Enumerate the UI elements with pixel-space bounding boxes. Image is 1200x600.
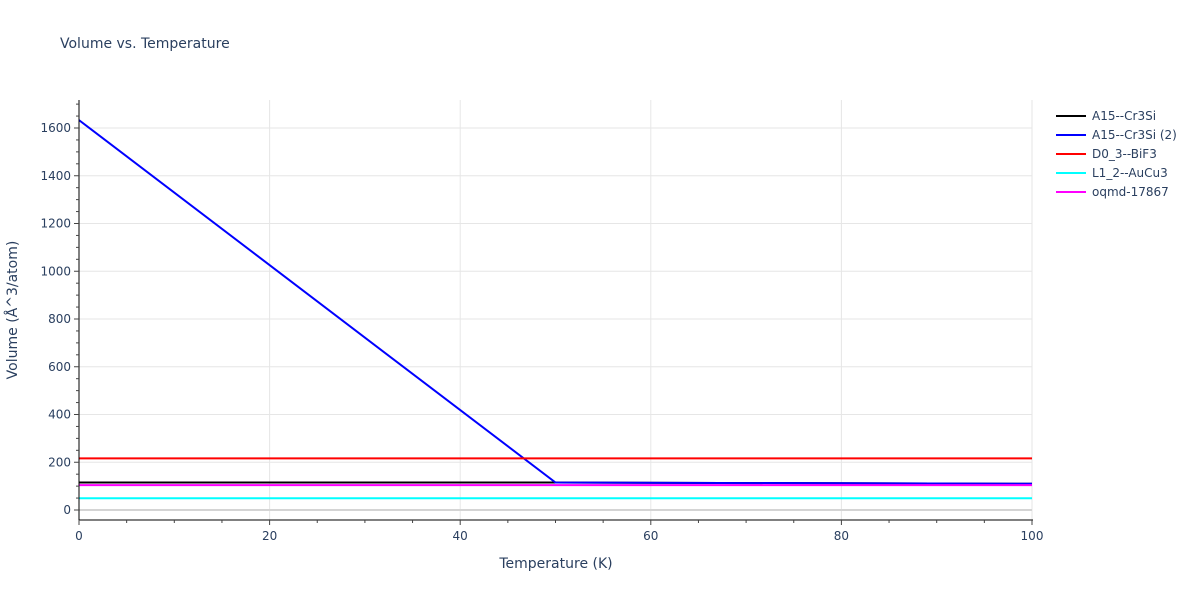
legend-label: D0_3--BiF3 — [1092, 146, 1157, 161]
x-tick-label: 100 — [1021, 529, 1044, 543]
legend-swatch-icon — [1056, 190, 1086, 193]
x-tick-label: 0 — [75, 529, 83, 543]
y-axis-title: Volume (Å^3/atom) — [4, 241, 21, 380]
x-tick-label: 60 — [643, 529, 658, 543]
y-tick-label: 200 — [48, 455, 71, 469]
legend-swatch-icon — [1056, 171, 1086, 174]
y-tick-label: 600 — [48, 360, 71, 374]
y-tick-label: 1000 — [40, 264, 71, 278]
legend-label: A15--Cr3Si — [1092, 108, 1157, 123]
x-axis-title: Temperature (K) — [498, 556, 612, 572]
legend-label: A15--Cr3Si (2) — [1092, 127, 1177, 142]
legend-item[interactable]: A15--Cr3Si — [1056, 106, 1177, 125]
legend-item[interactable]: oqmd-17867 — [1056, 182, 1177, 201]
legend-item[interactable]: A15--Cr3Si (2) — [1056, 125, 1177, 144]
legend-item[interactable]: L1_2--AuCu3 — [1056, 163, 1177, 182]
y-tick-label: 400 — [48, 408, 71, 422]
x-tick-label: 40 — [453, 529, 468, 543]
y-tick-label: 1400 — [40, 169, 71, 183]
legend-swatch-icon — [1056, 152, 1086, 155]
legend-item[interactable]: D0_3--BiF3 — [1056, 144, 1177, 163]
legend-swatch-icon — [1056, 133, 1086, 136]
y-tick-label: 0 — [63, 503, 71, 517]
y-tick-label: 1200 — [40, 217, 71, 231]
legend: A15--Cr3Si A15--Cr3Si (2) D0_3--BiF3 L1_2--… — [1056, 106, 1177, 201]
y-tick-label: 800 — [48, 312, 71, 326]
chart-title: Volume vs. Temperature — [60, 36, 230, 52]
legend-label: oqmd-17867 — [1092, 184, 1169, 199]
series-line[interactable] — [78, 119, 1033, 485]
x-tick-label: 80 — [834, 529, 849, 543]
y-tick-label: 1600 — [40, 121, 71, 135]
legend-label: L1_2--AuCu3 — [1092, 165, 1168, 180]
x-tick-label: 20 — [262, 529, 277, 543]
legend-swatch-icon — [1056, 114, 1086, 117]
